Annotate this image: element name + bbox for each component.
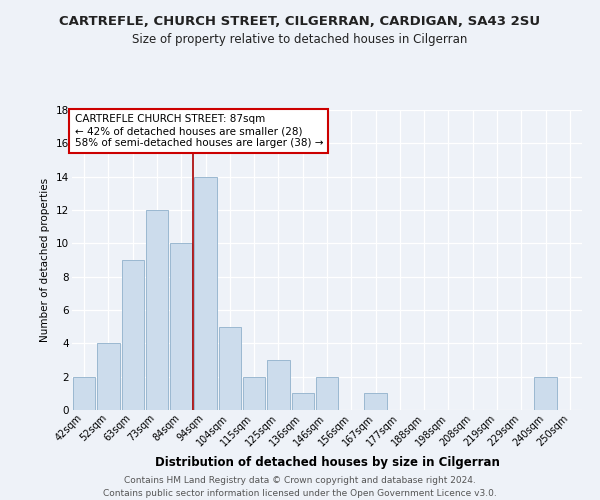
- Bar: [97, 344, 119, 410]
- Y-axis label: Number of detached properties: Number of detached properties: [40, 178, 50, 342]
- Bar: [364, 394, 387, 410]
- Text: CARTREFLE, CHURCH STREET, CILGERRAN, CARDIGAN, SA43 2SU: CARTREFLE, CHURCH STREET, CILGERRAN, CAR…: [59, 15, 541, 28]
- Text: Contains HM Land Registry data © Crown copyright and database right 2024.
Contai: Contains HM Land Registry data © Crown c…: [103, 476, 497, 498]
- Bar: [535, 376, 557, 410]
- Text: CARTREFLE CHURCH STREET: 87sqm
← 42% of detached houses are smaller (28)
58% of : CARTREFLE CHURCH STREET: 87sqm ← 42% of …: [74, 114, 323, 148]
- Bar: [267, 360, 290, 410]
- Bar: [218, 326, 241, 410]
- Bar: [170, 244, 193, 410]
- X-axis label: Distribution of detached houses by size in Cilgerran: Distribution of detached houses by size …: [155, 456, 499, 469]
- Bar: [122, 260, 144, 410]
- Bar: [292, 394, 314, 410]
- Bar: [243, 376, 265, 410]
- Text: Size of property relative to detached houses in Cilgerran: Size of property relative to detached ho…: [133, 32, 467, 46]
- Bar: [194, 176, 217, 410]
- Bar: [316, 376, 338, 410]
- Bar: [146, 210, 168, 410]
- Bar: [73, 376, 95, 410]
